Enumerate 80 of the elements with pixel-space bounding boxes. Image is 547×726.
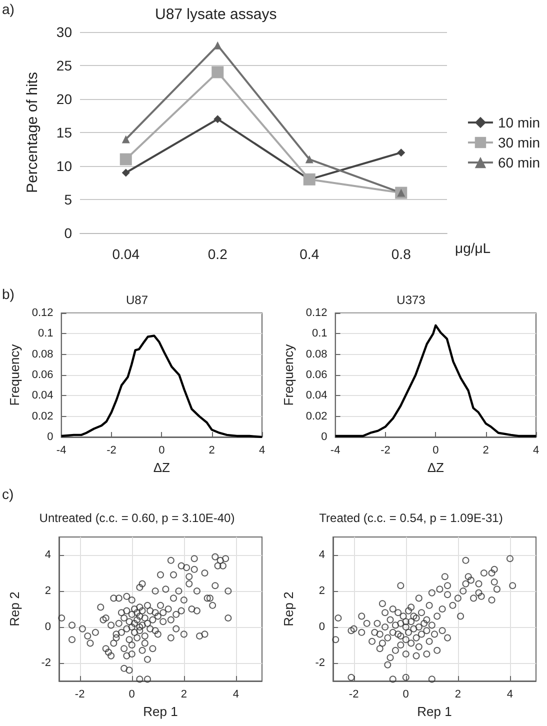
point [397,148,406,157]
y-tick-label: 0.04 [32,390,54,402]
legend-label: 30 min [498,134,540,150]
text: b) [2,286,14,302]
y-tick-label: 0.08 [305,348,327,360]
chart-title: Treated (c.c. = 0.54, p = 1.09E-31) [318,511,502,525]
y-axis-title: Rep 2 [7,592,22,626]
text: a) [2,1,14,17]
x-axis-title: ΔZ [153,460,170,475]
x-tick-label: 2 [454,688,460,700]
y-tick-label: 0 [44,621,51,633]
y-tick-label: 0.02 [305,410,327,422]
point [305,155,314,164]
x-tick-label: 4 [232,688,240,700]
y-tick-label: -2 [41,657,51,669]
y-tick-label: 20 [56,91,72,107]
y-tick-label: 0.02 [32,410,54,422]
y-tick-label: 0.12 [32,307,54,319]
y-tick-label: 5 [64,192,72,208]
x-tick-label: 0 [432,444,438,456]
chart-title: U373 [396,293,426,307]
x-tick-label: 0 [402,688,408,700]
y-tick-label: 0.06 [32,369,54,381]
y-tick-label: 4 [44,549,51,561]
point [214,41,222,50]
x-tick-label: 4 [506,688,513,700]
x-tick-label: -2 [348,688,358,700]
y-tick-label: -2 [314,657,324,669]
x-tick-label: -2 [106,444,116,456]
point [214,115,222,124]
chart-title: U87 [126,293,148,307]
point [212,66,224,78]
y-tick-label: 0.12 [305,307,327,319]
x-tick-label: 0 [158,444,165,456]
x-tick-label: 2 [180,688,187,700]
y-axis-title: Frequency [280,344,296,406]
y-tick-label: 25 [56,58,72,74]
y-tick-label: 0 [47,431,54,443]
chart-title: Untreated (c.c. = 0.60, p = 3.10E-40) [39,511,235,525]
x-tick-label: 0.04 [112,246,140,262]
y-tick-label: 0 [318,621,324,633]
x-axis-title: Rep 1 [143,704,178,719]
point [122,168,130,177]
y-tick-label: 2 [44,585,51,597]
x-axis-title: Rep 1 [416,704,452,719]
y-axis-title: Frequency [7,344,22,406]
x-tick-label: 4 [532,444,539,456]
x-axis-title: μg/μL [455,240,491,256]
y-tick-label: 0.1 [38,328,54,340]
y-axis-title: Percentage of hits [24,72,41,193]
y-tick-label: 0.04 [305,390,327,402]
legend-label: 60 min [498,154,540,170]
x-tick-label: 2 [482,444,488,456]
legend-label: 10 min [498,114,540,130]
y-tick-label: 0 [64,225,72,241]
chart-title: U87 lysate assays [155,6,277,23]
y-tick-label: 0.06 [305,369,327,381]
point [120,153,132,166]
y-axis-title: Rep 2 [280,592,296,626]
x-axis-title: ΔZ [426,460,444,475]
x-tick-label: -4 [56,444,66,456]
x-tick-label: 4 [258,444,266,456]
x-tick-label: 2 [208,444,215,456]
y-tick-label: 15 [56,124,72,140]
x-tick-label: -2 [380,444,390,456]
y-tick-label: 30 [56,24,72,40]
y-tick-label: 0.08 [32,348,54,360]
x-tick-label: 0.4 [300,246,320,262]
y-tick-label: 0 [320,431,327,443]
y-tick-label: 10 [56,158,72,174]
x-tick-label: -4 [330,444,340,456]
y-tick-label: 4 [318,549,324,561]
x-tick-label: -2 [74,688,85,700]
text: c) [2,486,14,502]
x-tick-label: 0.2 [208,246,228,262]
point [122,135,130,144]
y-tick-label: 2 [318,585,324,597]
x-tick-label: 0.8 [391,246,412,262]
y-tick-label: 0.1 [312,328,327,340]
x-tick-label: 0 [128,688,135,700]
